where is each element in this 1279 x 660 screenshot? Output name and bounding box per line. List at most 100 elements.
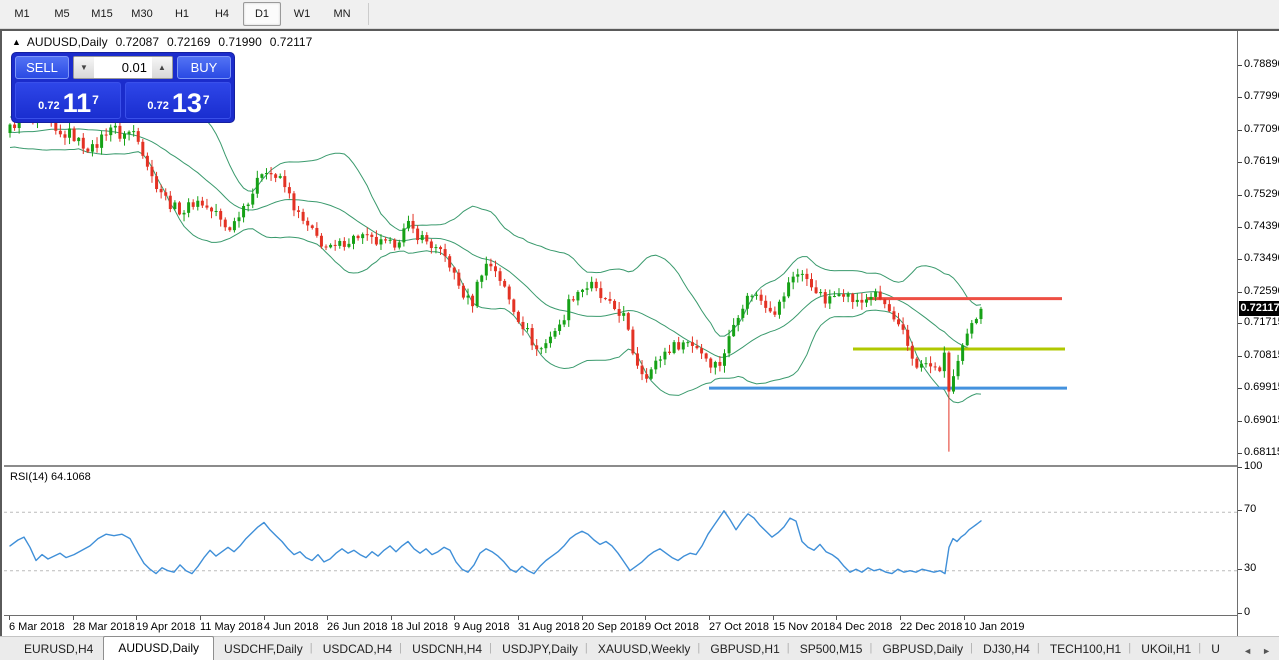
chart-tab-audusd-daily[interactable]: AUDUSD,Daily bbox=[103, 636, 215, 660]
chart-tab-usdchf-daily[interactable]: USDCHF,Daily bbox=[224, 642, 303, 656]
timeframe-button-mn[interactable]: MN bbox=[333, 8, 351, 20]
chart-tab-usdcad-h4[interactable]: USDCAD,H4 bbox=[310, 639, 402, 660]
rsi-axis-label: 100 bbox=[1244, 459, 1263, 472]
date-axis-label: 10 Jan 2019 bbox=[964, 621, 1025, 633]
chart-marker-icon: ▲ bbox=[12, 37, 21, 47]
axis-tick bbox=[1238, 323, 1242, 325]
date-axis-label: 20 Sep 2018 bbox=[582, 621, 645, 633]
chart-tab-dj30-h4[interactable]: DJ30,H4 bbox=[970, 639, 1040, 660]
axis-tick bbox=[1238, 568, 1242, 570]
sell-price-prefix: 0.72 bbox=[38, 100, 60, 112]
chart-tab-gbpusd-daily[interactable]: GBPUSD,Daily bbox=[869, 639, 973, 660]
date-tick bbox=[518, 616, 519, 620]
date-tick bbox=[200, 616, 201, 620]
one-click-trading-panel: SELL ▼ 0.01 ▲ BUY 0.72 11 7 0.72 bbox=[12, 53, 234, 122]
candlestick-chart[interactable] bbox=[4, 31, 1237, 461]
timeframe-button-w1[interactable]: W1 bbox=[293, 8, 311, 20]
date-axis-label: 28 Mar 2018 bbox=[73, 621, 135, 633]
price-axis-label: 0.69915 bbox=[1244, 381, 1279, 394]
date-axis-label: 11 May 2018 bbox=[200, 621, 263, 633]
ohlc-open: 0.72087 bbox=[115, 35, 159, 49]
axis-tick bbox=[1238, 612, 1242, 614]
date-tick bbox=[900, 616, 901, 620]
volume-input[interactable]: 0.01 bbox=[94, 57, 152, 78]
rsi-axis-label: 0 bbox=[1244, 605, 1251, 618]
axis-tick bbox=[1238, 420, 1242, 422]
buy-price-prefix: 0.72 bbox=[147, 100, 169, 112]
date-axis[interactable]: 6 Mar 2018 28 Mar 2018 19 Apr 2018 11 May 2… bbox=[4, 615, 1237, 639]
timeframe-button-m5[interactable]: M5 bbox=[54, 8, 70, 20]
chart-tab-bar: EURUSD,H4 AUDUSD,Daily USDCHF,Daily USDCAD,… bbox=[0, 636, 1279, 660]
timeframe-button-h4[interactable]: H4 bbox=[214, 8, 230, 20]
date-axis-label: 18 Jul 2018 bbox=[391, 621, 448, 633]
date-axis-label: 4 Dec 2018 bbox=[836, 621, 893, 633]
date-tick bbox=[136, 616, 137, 620]
date-axis-label: 15 Nov 2018 bbox=[773, 621, 836, 633]
date-axis-label: 4 Jun 2018 bbox=[264, 621, 319, 633]
volume-control: ▼ 0.01 ▲ bbox=[73, 56, 173, 79]
chart-tab-sp500-m15[interactable]: SP500,M15 bbox=[787, 639, 873, 660]
date-tick bbox=[391, 616, 392, 620]
symbol-label: AUDUSD,Daily bbox=[26, 35, 108, 49]
date-axis-label: 31 Aug 2018 bbox=[518, 621, 580, 633]
chart-tab-u[interactable]: U bbox=[1198, 639, 1230, 660]
timeframe-button-m30[interactable]: M30 bbox=[131, 8, 153, 20]
date-tick bbox=[454, 616, 455, 620]
timeframe-button-d1[interactable]: D1 bbox=[243, 2, 281, 26]
axis-tick bbox=[1238, 65, 1242, 66]
chart-tab-usdjpy-daily[interactable]: USDJPY,Daily bbox=[489, 639, 588, 660]
rsi-axis-label: 30 bbox=[1244, 561, 1257, 574]
date-tick bbox=[582, 616, 583, 620]
timeframe-toolbar: M1 M5 M15 M30 H1 H4 D1 W1 MN bbox=[0, 0, 1279, 29]
sell-price-button[interactable]: 0.72 11 7 bbox=[15, 82, 121, 119]
timeframe-button-h1[interactable]: H1 bbox=[174, 8, 190, 20]
axis-tick bbox=[1238, 259, 1242, 261]
date-tick bbox=[645, 616, 646, 620]
buy-price-pips: 13 bbox=[171, 88, 202, 118]
chart-tab-usdcnh-h4[interactable]: USDCNH,H4 bbox=[399, 639, 492, 660]
rsi-indicator-pane[interactable]: RSI(14) 64.1068 bbox=[4, 465, 1237, 615]
chart-title: ▲ AUDUSD,Daily 0.72087 0.72169 0.71990 0.72… bbox=[12, 35, 312, 49]
tab-scroll-controls: ◄ ► bbox=[1243, 646, 1279, 660]
chart-tab-ukoil-h1[interactable]: UKOil,H1 bbox=[1128, 639, 1201, 660]
tab-scroll-left-icon[interactable]: ◄ bbox=[1243, 646, 1253, 656]
date-tick bbox=[9, 616, 10, 620]
rsi-axis-label: 70 bbox=[1244, 503, 1257, 516]
date-tick bbox=[709, 616, 710, 620]
toolbar-separator bbox=[368, 3, 369, 25]
price-axis-label: 0.69015 bbox=[1244, 413, 1279, 426]
volume-decrease-button[interactable]: ▼ bbox=[74, 57, 94, 78]
main-chart-pane[interactable]: ▲ AUDUSD,Daily 0.72087 0.72169 0.71990 0.72… bbox=[4, 31, 1237, 461]
rsi-chart[interactable] bbox=[4, 467, 1237, 613]
buy-price-point: 7 bbox=[202, 93, 210, 107]
buy-button[interactable]: BUY bbox=[177, 56, 231, 79]
timeframe-button-m15[interactable]: M15 bbox=[91, 8, 113, 20]
timeframe-button-m1[interactable]: M1 bbox=[14, 8, 30, 20]
date-tick bbox=[773, 616, 774, 620]
chart-tab-eurusd-h4[interactable]: EURUSD,H4 bbox=[24, 642, 94, 656]
sell-button[interactable]: SELL bbox=[15, 56, 69, 79]
axis-tick bbox=[1238, 227, 1242, 228]
chart-tab-tech100-h1[interactable]: TECH100,H1 bbox=[1037, 639, 1131, 660]
chart-tab-xauusd-weekly[interactable]: XAUUSD,Weekly bbox=[585, 639, 700, 660]
chart-window: ▲ AUDUSD,Daily 0.72087 0.72169 0.71990 0.72… bbox=[0, 29, 1279, 639]
buy-price-button[interactable]: 0.72 13 7 bbox=[125, 82, 231, 119]
axis-tick bbox=[1238, 162, 1242, 164]
date-tick bbox=[836, 616, 837, 620]
chart-tab-gbpusd-h1[interactable]: GBPUSD,H1 bbox=[697, 639, 789, 660]
date-tick bbox=[73, 616, 74, 620]
tab-scroll-right-icon[interactable]: ► bbox=[1262, 646, 1271, 656]
axis-tick bbox=[1238, 452, 1242, 454]
price-axis-label: 0.70815 bbox=[1244, 348, 1279, 361]
date-axis-label: 22 Dec 2018 bbox=[900, 621, 963, 633]
axis-tick bbox=[1238, 129, 1242, 131]
volume-increase-button[interactable]: ▲ bbox=[152, 57, 172, 78]
sell-price-pips: 11 bbox=[62, 88, 92, 118]
date-tick bbox=[964, 616, 965, 620]
